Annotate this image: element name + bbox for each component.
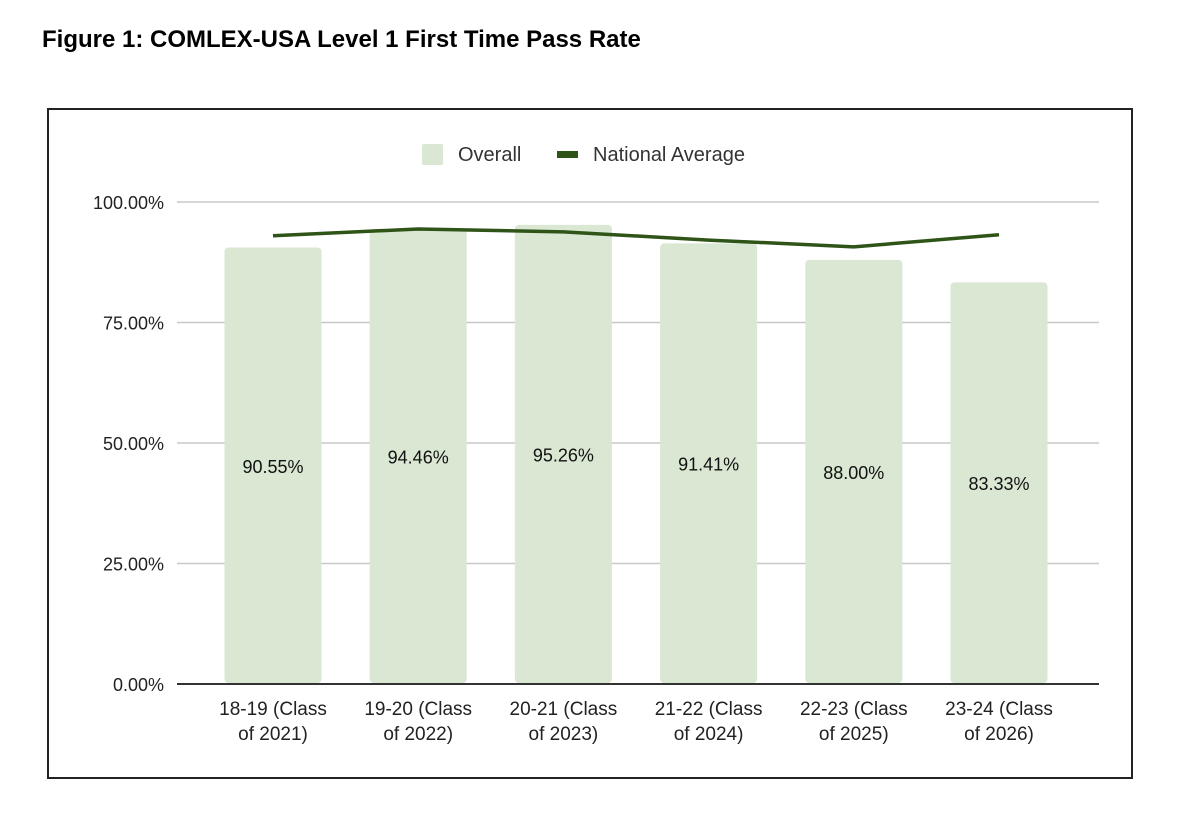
line-national-average [272,227,1000,249]
figure-title: Figure 1: COMLEX-USA Level 1 First Time … [42,26,641,53]
bar-data-label: 90.55% [242,457,303,477]
x-tick-label: 20-21 (Class of 2023) [510,699,618,745]
bar-data-label: 95.26% [533,445,594,465]
y-tick-label: 50.00% [103,434,164,454]
x-tick-label-line: of 2022) [383,724,453,745]
x-tick-label-line: of 2023) [529,724,599,745]
x-tick-label-line: 18-19 (Class [219,699,327,720]
grid-lines [177,201,1099,685]
x-tick-label-line: of 2025) [819,724,889,745]
bar-data-label: 83.33% [968,474,1029,494]
x-tick-label: 21-22 (Class of 2024) [655,699,763,745]
bar-data-label: 91.41% [678,455,739,475]
x-tick-label: 23-24 (Class of 2026) [945,699,1053,745]
chart-frame [47,108,1133,779]
bar-data-label: 88.00% [823,463,884,483]
x-tick-label-line: of 2026) [964,724,1034,745]
bar-overall [950,282,1048,683]
x-tick-label-line: 20-21 (Class [510,699,618,720]
bar-overall [514,224,612,683]
x-tick-label-line: of 2021) [238,724,308,745]
x-tick-label: 19-20 (Class of 2022) [364,699,472,745]
y-tick-label: 100.00% [93,193,164,213]
bar-overall [224,247,322,683]
legend-swatch-overall [422,144,443,165]
x-tick-label-line: of 2024) [674,724,744,745]
bar-overall [369,228,467,683]
x-tick-label-line: 23-24 (Class [945,699,1053,720]
x-tick-label-line: 21-22 (Class [655,699,763,720]
bar-overall [660,243,758,683]
x-tick-label: 18-19 (Class of 2021) [219,699,327,745]
legend: Overall National Average [422,144,745,166]
bar-data-label: 94.46% [388,447,449,467]
national-average-line [272,227,1000,249]
legend-label-overall: Overall [458,144,521,166]
y-tick-label: 75.00% [103,314,164,334]
x-tick-label: 22-23 (Class of 2025) [800,699,908,745]
x-axis-ticks: 18-19 (Class of 2021) 19-20 (Class of 2022)… [219,699,1053,745]
y-tick-label: 25.00% [103,555,164,575]
legend-label-national-average: National Average [593,144,745,166]
x-tick-label-line: 19-20 (Class [364,699,472,720]
legend-swatch-national-average [557,151,578,158]
x-tick-label-line: 22-23 (Class [800,699,908,720]
bar-overall [805,259,903,683]
y-tick-label: 0.00% [113,675,164,695]
y-axis-ticks: 0.00% 25.00% 50.00% 75.00% 100.00% [93,193,164,695]
data-labels: 90.55% 94.46% 95.26% 91.41% 88.00% 83.33% [242,445,1029,494]
bars [224,224,1048,683]
